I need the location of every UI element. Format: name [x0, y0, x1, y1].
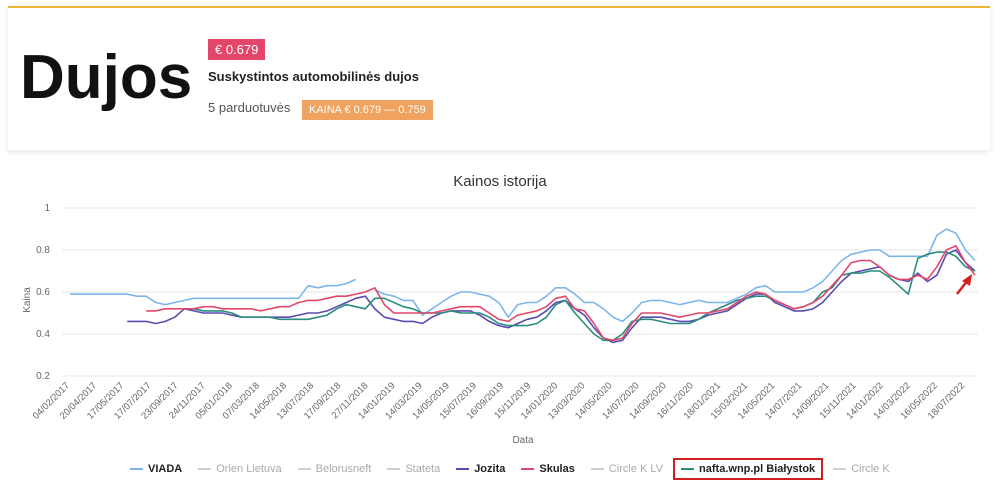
x-axis-label: Data	[512, 435, 534, 446]
series-line-skulas	[146, 245, 976, 342]
price-range-badge: KAINA € 0.679 — 0.759	[302, 100, 433, 120]
legend-swatch	[387, 468, 401, 470]
series-line-viada	[70, 228, 976, 323]
x-tick-labels: 04/02/201720/04/201717/05/201717/07/2017…	[31, 380, 967, 421]
legend-item-skulas[interactable]: Skulas	[521, 463, 575, 475]
legend-swatch	[681, 468, 695, 470]
legend-item-viada[interactable]: VIADA	[130, 463, 182, 475]
legend-item-stateta[interactable]: Stateta	[387, 463, 440, 475]
y-tick-label: 0.4	[36, 329, 50, 340]
legend-item-circle-k-lv[interactable]: Circle K LV	[590, 463, 664, 475]
legend-swatch	[198, 468, 212, 470]
y-tick-label: 0.2	[36, 371, 50, 382]
legend-label: Belorusneft	[315, 463, 372, 475]
series-line-nafta-wnp-pl-bia-ystok	[184, 251, 976, 342]
chart-title: Kainos istorija	[453, 173, 547, 190]
legend-swatch	[297, 468, 311, 470]
legend-swatch	[456, 468, 470, 470]
y-tick-labels: 0.2 0.4 0.6 0.8 1	[36, 203, 50, 382]
chart-legend: VIADA Orlen Lietuva Belorusneft Stateta …	[130, 458, 906, 480]
product-subtitle: Suskystintos automobilinės dujos	[208, 69, 419, 84]
legend-label: nafta.wnp.pl Białystok	[699, 463, 816, 475]
legend-label: Circle K	[851, 463, 890, 475]
legend-item-nafta-wnp-pl-bialystok[interactable]: nafta.wnp.pl Białystok	[673, 458, 824, 480]
grid-lines	[62, 207, 978, 377]
legend-label: VIADA	[148, 463, 183, 475]
annotation-arrow	[956, 274, 972, 295]
legend-item-jozita[interactable]: Jozita	[456, 463, 505, 475]
legend-item-circle-k[interactable]: Circle K	[833, 463, 890, 475]
price-history-chart: Kainos istorija Kaina Data 0.2 0.4 0.6 0.8 1…	[22, 173, 978, 446]
legend-swatch	[833, 468, 847, 470]
series-lines	[70, 228, 976, 344]
current-price-badge: € 0.679	[208, 39, 266, 60]
legend-label: Stateta	[405, 463, 441, 475]
legend-swatch	[130, 468, 143, 470]
legend-label: Skulas	[539, 463, 575, 475]
y-tick-label: 0.8	[36, 245, 50, 256]
legend-item-belorusneft[interactable]: Belorusneft	[297, 463, 372, 475]
y-tick-label: 1	[44, 203, 50, 214]
product-card: Dujos € 0.679 Suskystintos automobilinės…	[8, 6, 990, 150]
product-title: Dujos	[20, 43, 193, 112]
legend-item-orlen-lietuva[interactable]: Orlen Lietuva	[198, 463, 282, 475]
y-tick-label: 0.6	[36, 287, 50, 298]
y-axis-label: Kaina	[22, 287, 33, 313]
stores-count: 5 parduotuvės	[208, 100, 291, 115]
legend-label: Circle K LV	[608, 463, 664, 475]
legend-label: Jozita	[474, 463, 506, 475]
legend-label: Orlen Lietuva	[216, 463, 282, 475]
legend-swatch	[590, 468, 604, 470]
legend-swatch	[521, 468, 535, 470]
series-line-jozita	[127, 249, 976, 344]
